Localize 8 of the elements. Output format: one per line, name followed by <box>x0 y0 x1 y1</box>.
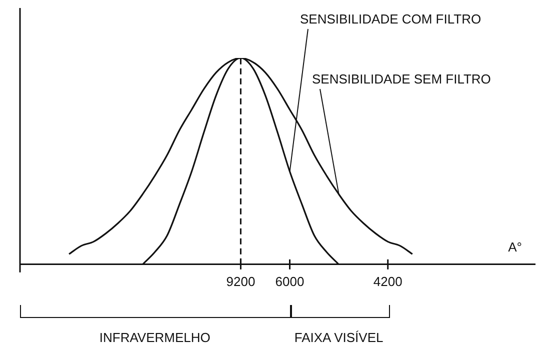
x-axis-title: A° <box>508 239 522 254</box>
text: SENSIBILIDADE SEM FILTRO <box>312 72 491 87</box>
x-tick-label: 4200 <box>373 274 402 289</box>
x-tick-label: 6000 <box>275 274 304 289</box>
text: FAIXA VISÍVEL <box>294 330 384 345</box>
text: SENSIBILIDADE COM FILTRO <box>300 12 482 27</box>
x-tick-label: 9200 <box>226 274 256 289</box>
text: INFRAVERMELHO <box>99 330 210 345</box>
